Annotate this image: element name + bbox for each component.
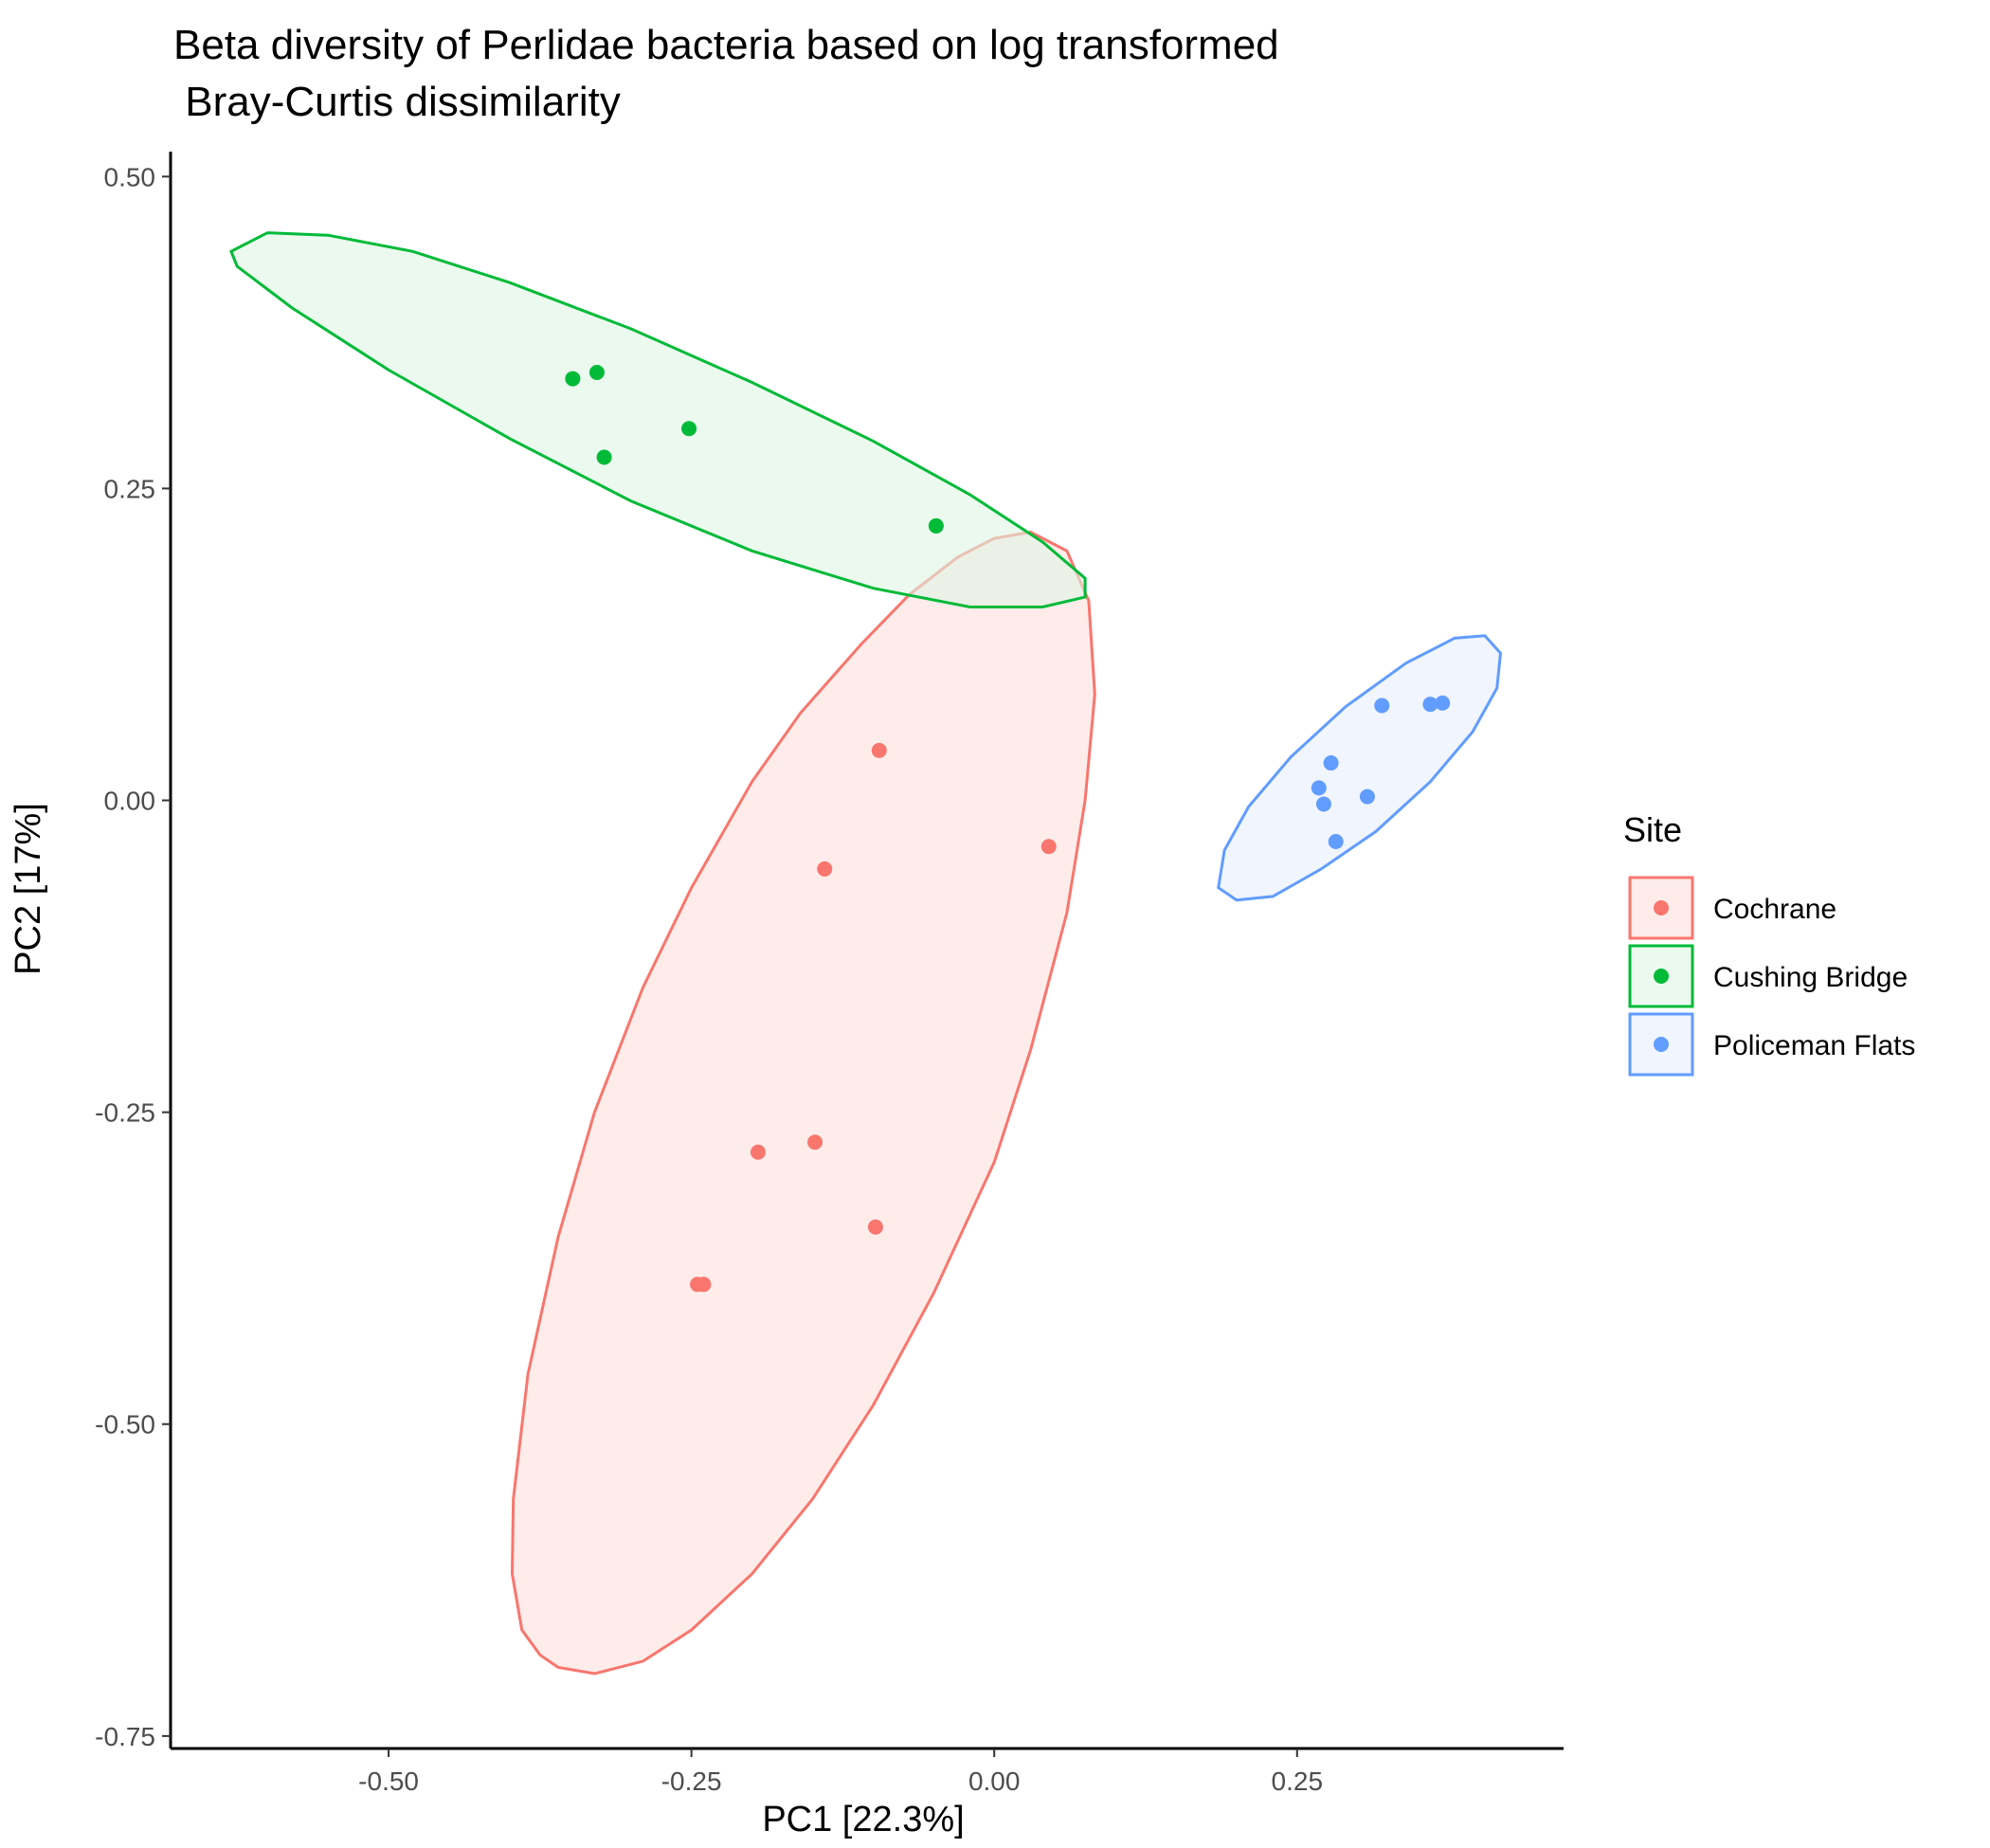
point-cochrane-8	[696, 1277, 712, 1293]
point-policeman-flats-7	[1315, 796, 1331, 812]
legend-label-policeman-flats: Policeman Flats	[1713, 1030, 1915, 1061]
x-tick-label: 0.00	[968, 1766, 1021, 1796]
confidence-ellipses	[228, 231, 1503, 1676]
y-tick-label: -0.75	[95, 1722, 155, 1751]
legend-dot-cochrane	[1654, 900, 1669, 915]
point-cushing-bridge-1	[565, 371, 581, 387]
point-cochrane-1	[871, 742, 887, 758]
point-policeman-flats-3	[1435, 695, 1451, 711]
chart-subtitle: Bray-Curtis dissimilarity	[173, 79, 621, 125]
point-policeman-flats-2	[1422, 697, 1438, 713]
y-axis-ticks: -0.75 -0.50 -0.25 0.00 0.25 0.50	[95, 162, 171, 1751]
x-axis-title: PC1 [22.3%]	[762, 1800, 964, 1839]
point-cochrane-6	[867, 1219, 883, 1235]
point-cushing-bridge-4	[681, 421, 697, 437]
x-tick-label: 0.25	[1272, 1766, 1324, 1796]
point-cushing-bridge-2	[588, 365, 605, 381]
point-policeman-flats-8	[1328, 833, 1344, 849]
ellipse-policeman-flats	[1217, 634, 1503, 902]
legend: Site Cochrane Cushing Bridge Policeman Fla…	[1623, 810, 1915, 1077]
point-policeman-flats-1	[1374, 698, 1390, 714]
legend-dot-cushing-bridge	[1654, 969, 1669, 984]
point-cochrane-5	[807, 1134, 823, 1150]
point-cushing-bridge-3	[596, 449, 612, 465]
point-policeman-flats-5	[1311, 780, 1327, 796]
legend-label-cochrane: Cochrane	[1713, 894, 1836, 925]
point-cochrane-2	[817, 861, 833, 877]
legend-label-cushing-bridge: Cushing Bridge	[1713, 962, 1908, 993]
point-policeman-flats-4	[1323, 755, 1339, 771]
y-tick-label: -0.50	[95, 1410, 155, 1440]
point-cushing-bridge-5	[928, 517, 944, 534]
chart-title: Beta diversity of Perlidae bacteria base…	[173, 22, 1279, 68]
point-cochrane-4	[750, 1144, 766, 1160]
x-axis-ticks: -0.50 -0.25 0.00 0.25	[358, 1748, 1323, 1796]
legend-dot-policeman-flats	[1654, 1037, 1669, 1052]
point-policeman-flats-6	[1359, 788, 1375, 805]
y-tick-label: 0.00	[104, 787, 156, 816]
ellipse-cushing-bridge	[228, 231, 1087, 608]
y-axis-title: PC2 [17%]	[9, 803, 48, 975]
x-tick-label: -0.25	[661, 1766, 722, 1796]
point-cochrane-3	[1040, 839, 1057, 855]
x-tick-label: -0.50	[358, 1766, 419, 1796]
data-points	[565, 365, 1451, 1293]
legend-title: Site	[1623, 810, 1682, 849]
y-tick-label: -0.25	[95, 1098, 155, 1128]
ellipse-cochrane	[510, 530, 1096, 1676]
y-tick-label: 0.25	[104, 474, 156, 503]
y-tick-label: 0.50	[104, 162, 156, 191]
